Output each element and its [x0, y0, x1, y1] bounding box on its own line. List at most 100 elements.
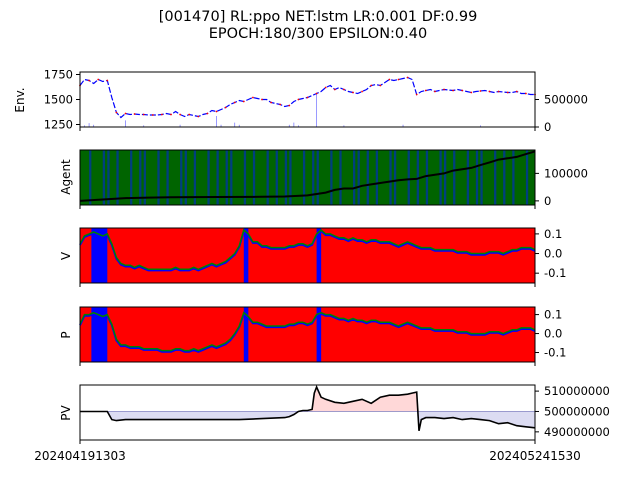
- agent-action-stripe: [207, 150, 210, 205]
- env-price-marker: [434, 90, 436, 93]
- env-price-marker: [415, 93, 418, 96]
- p-ylabel: P: [59, 331, 73, 338]
- v-frame: [79, 227, 536, 284]
- env-price-marker: [288, 104, 291, 107]
- env-price-marker: [333, 88, 336, 91]
- agent-action-stripe: [143, 150, 146, 205]
- agent-action-stripe: [89, 150, 92, 205]
- agent-action-stripe: [107, 150, 110, 205]
- agent-action-stripe: [130, 150, 133, 205]
- env-price-marker: [479, 90, 482, 92]
- env-left-tick-label: 1750: [44, 68, 73, 82]
- pv-loss-fill: [80, 411, 535, 431]
- pv-line: [80, 384, 536, 431]
- env-price-marker: [506, 91, 509, 94]
- agent-action-stripe: [466, 150, 470, 205]
- agent-action-stripe: [366, 150, 369, 205]
- env-right-tick-label: 0: [544, 120, 551, 134]
- env-panel: Env. 1750 1500 1250 500000 0: [13, 68, 588, 135]
- env-right-ticks: 500000 0: [535, 93, 588, 134]
- env-price-marker: [461, 89, 464, 92]
- pv-ylabel: PV: [59, 404, 73, 420]
- agent-action-stripe: [339, 150, 342, 205]
- env-price-marker: [497, 90, 500, 93]
- figure-title-line1: [001470] RL:ppo NET:lstm LR:0.001 DF:0.9…: [159, 9, 478, 25]
- pv-right-tick-label: 500000000: [544, 404, 610, 418]
- env-price-marker: [525, 92, 527, 95]
- agent-action-stripe: [453, 150, 456, 205]
- agent-action-stripe: [216, 150, 219, 205]
- env-price-marker: [370, 84, 373, 87]
- env-ylabel: Env.: [13, 87, 27, 112]
- agent-action-stripe: [302, 150, 306, 205]
- env-price-marker: [242, 100, 245, 103]
- agent-action-stripe: [353, 150, 356, 205]
- env-price-marker: [297, 98, 300, 101]
- agent-action-stripe: [230, 150, 233, 205]
- agent-action-stripe: [225, 150, 228, 205]
- env-price-marker: [215, 110, 218, 113]
- agent-action-stripe: [444, 150, 447, 205]
- agent-action-stripe: [425, 150, 429, 205]
- env-price-marker: [188, 113, 191, 116]
- p-value-line: [79, 311, 536, 352]
- agent-action-stripe: [284, 150, 288, 205]
- env-price-marker: [452, 89, 454, 92]
- pv-right-tick-label: 510000000: [544, 384, 610, 398]
- v-plot-area: [79, 228, 536, 283]
- env-price-marker: [124, 112, 127, 115]
- agent-action-stripe: [180, 150, 183, 205]
- env-price-marker: [488, 90, 491, 93]
- agent-plot-area: [79, 150, 536, 205]
- agent-action-stripe: [157, 150, 160, 205]
- agent-action-stripe: [266, 150, 269, 205]
- env-price-marker: [97, 78, 100, 81]
- p-frame: [79, 306, 536, 363]
- agent-action-stripe: [416, 150, 419, 205]
- agent-cumulative-line: [79, 150, 536, 202]
- env-frame: [79, 71, 536, 128]
- env-price-marker: [515, 90, 518, 93]
- env-price-marker: [361, 90, 363, 93]
- p-blue-line: [79, 312, 536, 353]
- agent-right-ticks: 100000 0: [535, 166, 588, 208]
- p-background: [80, 307, 535, 362]
- x-tick-label-left: 202404191303: [34, 449, 126, 463]
- agent-action-stripe: [494, 150, 497, 205]
- pv-right-ticks: 510000000 500000000 490000000: [535, 384, 610, 439]
- env-left-tick-label: 1500: [44, 93, 73, 107]
- pv-plot-area: [80, 384, 536, 431]
- env-left-ticks: 1750 1500 1250: [44, 68, 80, 132]
- env-price-marker: [279, 103, 282, 106]
- env-right-tick-label: 500000: [544, 93, 588, 107]
- env-price-marker: [88, 79, 90, 82]
- agent-action-stripe: [312, 150, 315, 205]
- agent-frame: [79, 149, 536, 206]
- v-blue-line: [79, 229, 536, 272]
- agent-action-stripe: [316, 150, 319, 205]
- v-blue-band: [316, 228, 322, 283]
- p-blue-band: [243, 307, 249, 362]
- pv-frame: [79, 384, 536, 441]
- agent-action-stripe: [512, 150, 515, 205]
- env-price-marker: [424, 89, 427, 92]
- env-price-marker: [270, 101, 272, 104]
- agent-ylabel: Agent: [59, 159, 73, 195]
- v-background: [80, 228, 535, 283]
- agent-action-stripe: [275, 150, 278, 205]
- agent-action-stripe: [475, 150, 479, 205]
- agent-action-stripe: [252, 150, 256, 205]
- env-price-marker: [397, 78, 400, 81]
- agent-action-stripe: [525, 150, 529, 205]
- agent-action-stripe: [375, 150, 379, 205]
- agent-action-stripe: [102, 150, 106, 205]
- env-price-marker: [315, 92, 318, 95]
- agent-action-stripe: [389, 150, 392, 205]
- env-price-marker: [179, 113, 182, 116]
- agent-action-stripe: [407, 150, 410, 205]
- env-price-marker: [142, 113, 145, 116]
- figure-title-line2: EPOCH:180/300 EPSILON:0.40: [209, 26, 427, 42]
- p-plot-area: [79, 307, 536, 362]
- v-panel: V 0.1 0.0 -0.1: [59, 227, 566, 284]
- p-right-tick-label: -0.1: [544, 346, 566, 360]
